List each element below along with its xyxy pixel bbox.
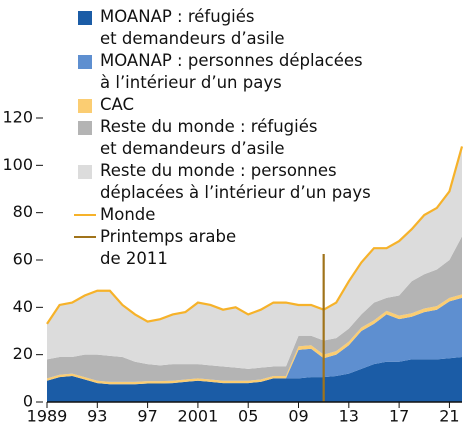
y-tick-label: 0 <box>23 392 33 411</box>
legend-item: Printemps arabe de 2011 <box>74 226 371 270</box>
y-tick-label: 100 <box>2 155 33 174</box>
legend-swatch <box>78 11 92 25</box>
legend-swatch <box>78 55 92 69</box>
legend-item: MOANAP : personnes déplacées à l’intérie… <box>78 50 371 94</box>
x-tick-label: 13 <box>339 407 359 426</box>
x-tick-label: 1989 <box>27 407 68 426</box>
legend-item: MOANAP : réfugiés et demandeurs d’asile <box>78 6 371 50</box>
y-tick-label: 120 <box>2 108 33 127</box>
legend-swatch <box>78 121 92 135</box>
x-tick-label: 17 <box>389 407 409 426</box>
x-tick-label: 93 <box>87 407 107 426</box>
legend-swatch <box>74 214 96 216</box>
legend-label: Monde <box>100 205 156 224</box>
legend-item: Reste du monde : réfugiés et demandeurs … <box>78 116 371 160</box>
area <box>47 236 462 382</box>
legend-label: Reste du monde : réfugiés et demandeurs … <box>100 117 318 158</box>
area <box>47 297 462 385</box>
legend-item: Monde <box>74 204 371 226</box>
area <box>47 357 462 402</box>
x-tick-label: 09 <box>288 407 308 426</box>
y-tick-label: 40 <box>13 297 33 316</box>
legend: MOANAP : réfugiés et demandeurs d’asile M… <box>74 6 371 270</box>
legend-label: Reste du monde : personnes déplacées à l… <box>100 161 371 202</box>
legend-swatch <box>74 236 96 238</box>
legend-label: Printemps arabe de 2011 <box>100 227 237 268</box>
x-tick-label: 97 <box>137 407 157 426</box>
y-tick-label: 60 <box>13 250 33 269</box>
x-tick-label: 21 <box>439 407 459 426</box>
legend-item: Reste du monde : personnes déplacées à l… <box>78 160 371 204</box>
x-tick-label: 05 <box>238 407 258 426</box>
legend-swatch <box>78 165 92 179</box>
x-tick-label: 2001 <box>178 407 219 426</box>
legend-label: MOANAP : réfugiés et demandeurs d’asile <box>100 7 285 48</box>
line <box>46 146 464 325</box>
y-tick-label: 20 <box>13 344 33 363</box>
legend-swatch <box>78 99 92 113</box>
legend-label: MOANAP : personnes déplacées à l’intérie… <box>100 51 363 92</box>
legend-item: CAC <box>78 94 371 116</box>
y-tick-label: 80 <box>13 202 33 221</box>
legend-label: CAC <box>100 95 135 114</box>
area <box>47 146 462 369</box>
